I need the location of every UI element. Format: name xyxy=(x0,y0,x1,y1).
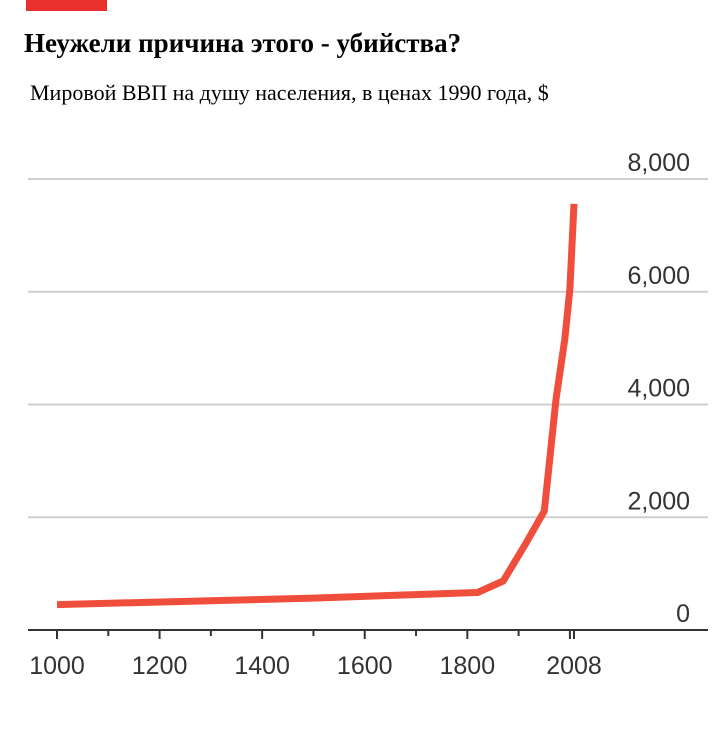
y-tick-labels: 0 2,000 4,000 6,000 8,000 xyxy=(627,149,690,628)
x-tick-label: 1800 xyxy=(440,652,496,680)
y-tick-label: 6,000 xyxy=(627,262,690,290)
series-line xyxy=(56,203,578,609)
x-tick-label: 1000 xyxy=(29,652,85,680)
accent-bar xyxy=(26,0,107,11)
series-layer xyxy=(56,203,578,609)
x-tick-label: 1200 xyxy=(132,652,188,680)
y-tick-label: 8,000 xyxy=(627,149,690,177)
y-tick-label: 4,000 xyxy=(627,375,690,403)
y-tick-label: 2,000 xyxy=(627,487,690,515)
x-tick-label: 2008 xyxy=(546,652,602,680)
x-tick-labels: 1000 1200 1400 1600 1800 2008 xyxy=(29,652,602,680)
chart-title: Неужели причина этого - убийства? xyxy=(24,28,462,58)
x-tick-label: 1400 xyxy=(234,652,290,680)
grid-lines xyxy=(28,178,708,519)
x-axis xyxy=(28,629,708,639)
chart-subtitle: Мировой ВВП на душу населения, в ценах 1… xyxy=(30,80,549,105)
x-tick-label: 1600 xyxy=(337,652,393,680)
y-tick-label: 0 xyxy=(676,600,690,628)
